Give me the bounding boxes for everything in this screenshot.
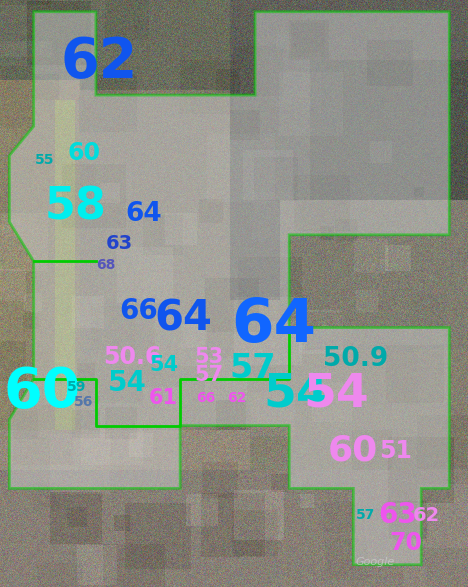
Text: 54: 54: [108, 369, 146, 397]
Text: 61: 61: [149, 388, 178, 408]
Text: 57: 57: [356, 508, 375, 522]
Text: 58: 58: [44, 185, 106, 228]
Text: 57: 57: [229, 352, 276, 385]
Text: Google: Google: [356, 557, 395, 568]
Text: 55: 55: [35, 153, 55, 167]
Text: 59: 59: [66, 380, 86, 394]
Text: 66: 66: [197, 391, 216, 405]
Text: 62: 62: [227, 391, 247, 405]
Text: 68: 68: [96, 258, 115, 272]
Text: 60: 60: [328, 434, 378, 468]
Polygon shape: [9, 12, 449, 565]
Text: 51: 51: [379, 439, 412, 463]
Text: 62: 62: [61, 35, 138, 89]
Text: 54: 54: [303, 372, 369, 417]
Text: 64: 64: [125, 201, 162, 227]
Text: 70: 70: [389, 531, 423, 555]
Text: 64: 64: [154, 297, 212, 339]
Text: 53: 53: [194, 347, 223, 367]
Text: 54: 54: [150, 355, 179, 375]
Text: 57: 57: [194, 365, 223, 384]
Text: 63: 63: [105, 234, 132, 253]
Text: 54: 54: [263, 372, 329, 417]
Text: 50.6: 50.6: [103, 345, 161, 369]
Text: 62: 62: [413, 506, 440, 525]
Text: 56: 56: [74, 395, 93, 409]
Text: 66: 66: [119, 297, 158, 325]
Text: 63: 63: [378, 501, 417, 529]
Text: 60: 60: [68, 141, 101, 164]
Text: 60: 60: [4, 365, 81, 419]
Text: 64: 64: [232, 296, 317, 355]
Text: 50.9: 50.9: [323, 346, 388, 372]
